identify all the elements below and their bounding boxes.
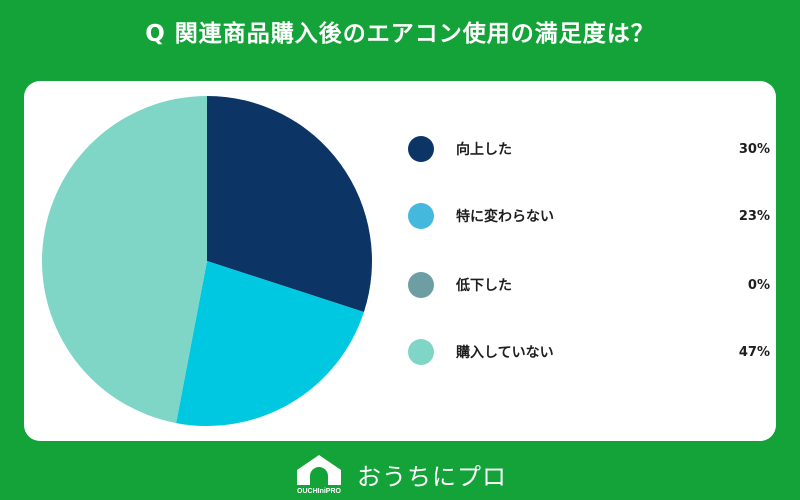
legend-swatch-2 [408, 203, 434, 229]
pie-slice-4 [42, 96, 207, 424]
legend-item-1: 向上した 30% [408, 135, 770, 163]
legend-value-2: 23% [738, 208, 770, 224]
legend-item-2: 特に変わらない 23% [408, 202, 770, 230]
legend-value-3: 0% [747, 277, 770, 293]
legend-item-4: 購入していない 47% [408, 338, 770, 366]
legend-value-1: 30% [738, 141, 770, 157]
legend-swatch-3 [408, 272, 434, 298]
legend-swatch-1 [408, 136, 434, 162]
legend-item-3: 低下した 0% [408, 271, 770, 299]
chart-title: Q 関連商品購入後のエアコン使用の満足度は？ [145, 21, 655, 47]
legend-label-2: 特に変わらない [456, 209, 554, 225]
pie-slice-1 [207, 96, 372, 312]
logo-text: おうちにプロ [357, 462, 507, 491]
legend-value-4: 47% [738, 344, 770, 360]
footer: OUCHIniPRO おうちにプロ [0, 452, 800, 496]
house-logo-icon: OUCHIniPRO [295, 455, 343, 495]
legend-label-4: 購入していない [456, 345, 554, 361]
legend-label-3: 低下した [456, 278, 512, 294]
pie-slice-2 [176, 261, 364, 426]
logo-mark-text: OUCHIniPRO [297, 488, 342, 495]
chart-card: 向上した 30% 特に変わらない 23% 低下した 0% 購入していない 47% [24, 81, 776, 441]
brand-logo: OUCHIniPRO おうちにプロ [293, 452, 507, 496]
legend-label-1: 向上した [456, 142, 512, 158]
legend-swatch-4 [408, 339, 434, 365]
pie-chart [42, 96, 372, 426]
